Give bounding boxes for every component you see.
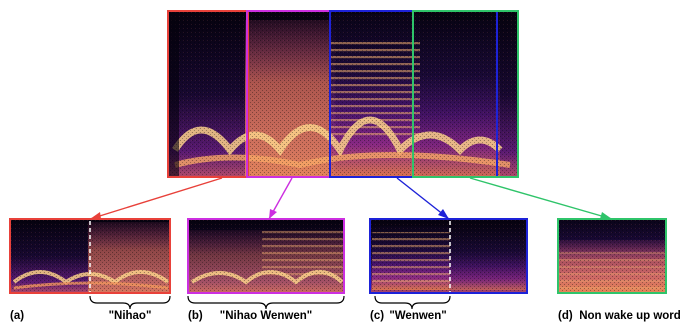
panel-a-spectrogram [9,218,171,294]
segment-box-d [412,10,519,178]
main-spectrogram [168,11,518,177]
panel-d-tag: (d) [558,310,573,322]
brace-b [187,295,345,310]
brace-c [374,295,451,310]
panel-c-tag: (c) [370,310,384,322]
brace-a [89,295,171,310]
panel-b-spectrogram [187,218,345,294]
panel-b-caption: "Nihao Wenwen" [220,310,312,322]
panel-c-caption: "Wenwen" [389,310,446,322]
panel-d-caption: Non wake up word [579,310,681,322]
panel-c-spectrogram [369,218,528,294]
panel-b-tag: (b) [188,310,203,322]
panel-d-spectrogram [557,218,667,294]
panel-a-tag: (a) [10,310,24,322]
panel-a-caption: "Nihao" [109,310,152,322]
connector-arrows [89,177,613,220]
